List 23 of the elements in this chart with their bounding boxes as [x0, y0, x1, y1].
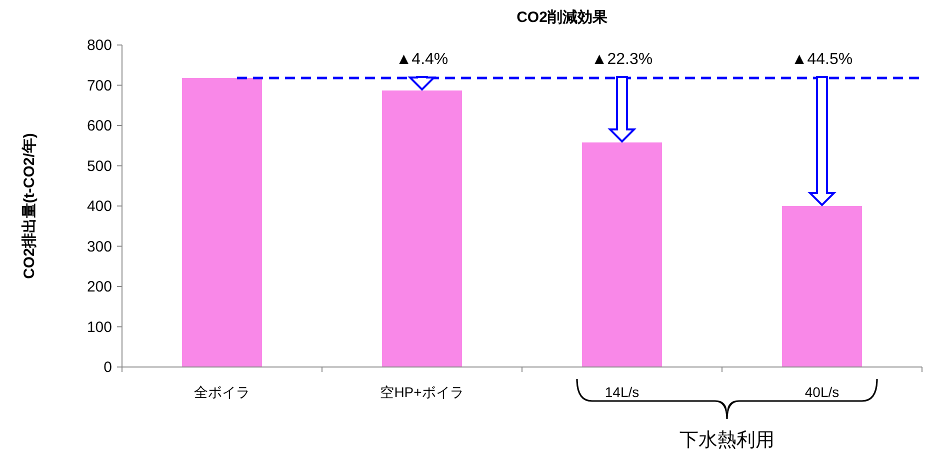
bar: [382, 90, 462, 367]
y-tick-label: 700: [86, 77, 112, 94]
x-tick-label: 全ボイラ: [194, 384, 250, 400]
y-tick-label: 300: [86, 238, 112, 256]
y-axis-title: CO2排出量(t-CO2/年): [21, 133, 38, 279]
y-tick-label: 600: [86, 118, 112, 134]
annotation: ▲44.5%: [791, 51, 853, 68]
x-tick-label: 14L/s: [604, 384, 640, 400]
annotation: ▲4.4%: [396, 51, 448, 68]
y-tick-label: 200: [86, 278, 112, 296]
annotation: ▲22.3%: [591, 51, 653, 68]
y-tick-label: 100: [86, 318, 112, 336]
chart-title: CO2削減効果: [516, 9, 608, 26]
y-tick-label: 400: [86, 198, 112, 215]
x-tick-label: 空HP+ボイラ: [380, 384, 464, 400]
text: 下水熱利用: [680, 430, 774, 451]
bar: [582, 142, 662, 367]
bar: [782, 206, 862, 367]
y-tick-label: 500: [86, 158, 112, 175]
y-tick-label: 0: [104, 359, 112, 376]
bar: [182, 78, 262, 367]
x-tick-label: 40L/s: [804, 384, 840, 400]
y-tick-label: 800: [86, 37, 112, 54]
